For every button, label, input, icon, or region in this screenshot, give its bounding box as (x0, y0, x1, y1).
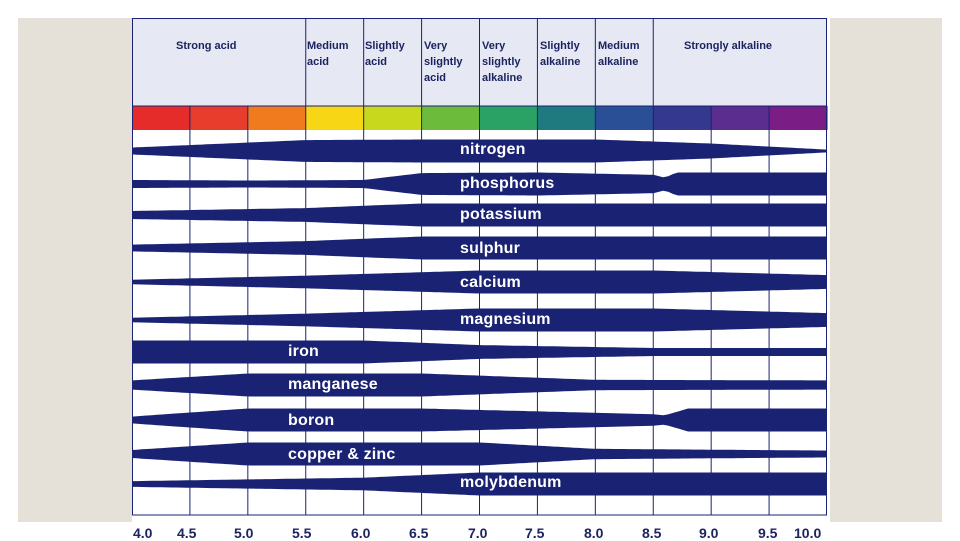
ph-color-segment (653, 106, 712, 130)
zone-label: Medium acid (307, 40, 349, 68)
x-tick-label: 9.5 (758, 525, 778, 541)
ph-color-segment (711, 106, 770, 130)
nutrient-label-molybdenum: molybdenum (460, 474, 562, 491)
ph-color-segment (305, 106, 365, 130)
x-tick-label: 6.0 (351, 525, 371, 541)
ph-color-segment (479, 106, 539, 130)
x-tick-label: 5.5 (292, 525, 312, 541)
zone-label: Slightly acid (365, 40, 405, 68)
ph-color-segment (132, 106, 191, 130)
x-tick-label: 9.0 (699, 525, 719, 541)
nutrient-label-magnesium: magnesium (460, 311, 551, 328)
x-tick-label: 7.0 (468, 525, 488, 541)
ph-color-segment (421, 106, 481, 130)
zone-label: Strong acid (176, 40, 237, 52)
x-tick-label: 10.0 (794, 525, 822, 541)
x-tick-label: 4.0 (133, 525, 153, 541)
nutrient-label-manganese: manganese (288, 376, 378, 393)
nutrient-label-potassium: potassium (460, 206, 542, 223)
chart-frame (132, 18, 827, 516)
chart-svg (132, 18, 828, 516)
x-tick-label: 4.5 (177, 525, 197, 541)
nutrient-label-copper-zinc: copper & zinc (288, 446, 396, 463)
zone-label: Very slightly alkaline (482, 40, 523, 84)
ph-color-segment (537, 106, 596, 130)
nutrient-label-phosphorus: phosphorus (460, 175, 555, 192)
ph-color-segment (247, 106, 307, 130)
zone-label: Very slightly acid (424, 40, 463, 84)
x-tick-label: 8.0 (584, 525, 604, 541)
x-tick-label: 7.5 (525, 525, 545, 541)
ph-color-segment (769, 106, 828, 130)
ph-nutrient-chart: Strong acid Medium acid Slightly acid Ve… (132, 18, 830, 541)
zone-label: Strongly alkaline (684, 40, 773, 52)
ph-color-segment (189, 106, 249, 130)
zone-label: Slightly alkaline (540, 40, 581, 68)
x-tick-label: 5.0 (234, 525, 254, 541)
nutrient-label-boron: boron (288, 412, 335, 429)
x-tick-label: 6.5 (409, 525, 429, 541)
ph-color-segment (595, 106, 654, 130)
nutrient-label-calcium: calcium (460, 274, 521, 291)
ph-color-segment (363, 106, 423, 130)
nutrient-label-nitrogen: nitrogen (460, 141, 526, 158)
x-tick-label: 8.5 (642, 525, 662, 541)
nutrient-label-sulphur: sulphur (460, 240, 521, 257)
zone-label: Medium alkaline (598, 40, 640, 68)
nutrient-label-iron: iron (288, 343, 320, 360)
